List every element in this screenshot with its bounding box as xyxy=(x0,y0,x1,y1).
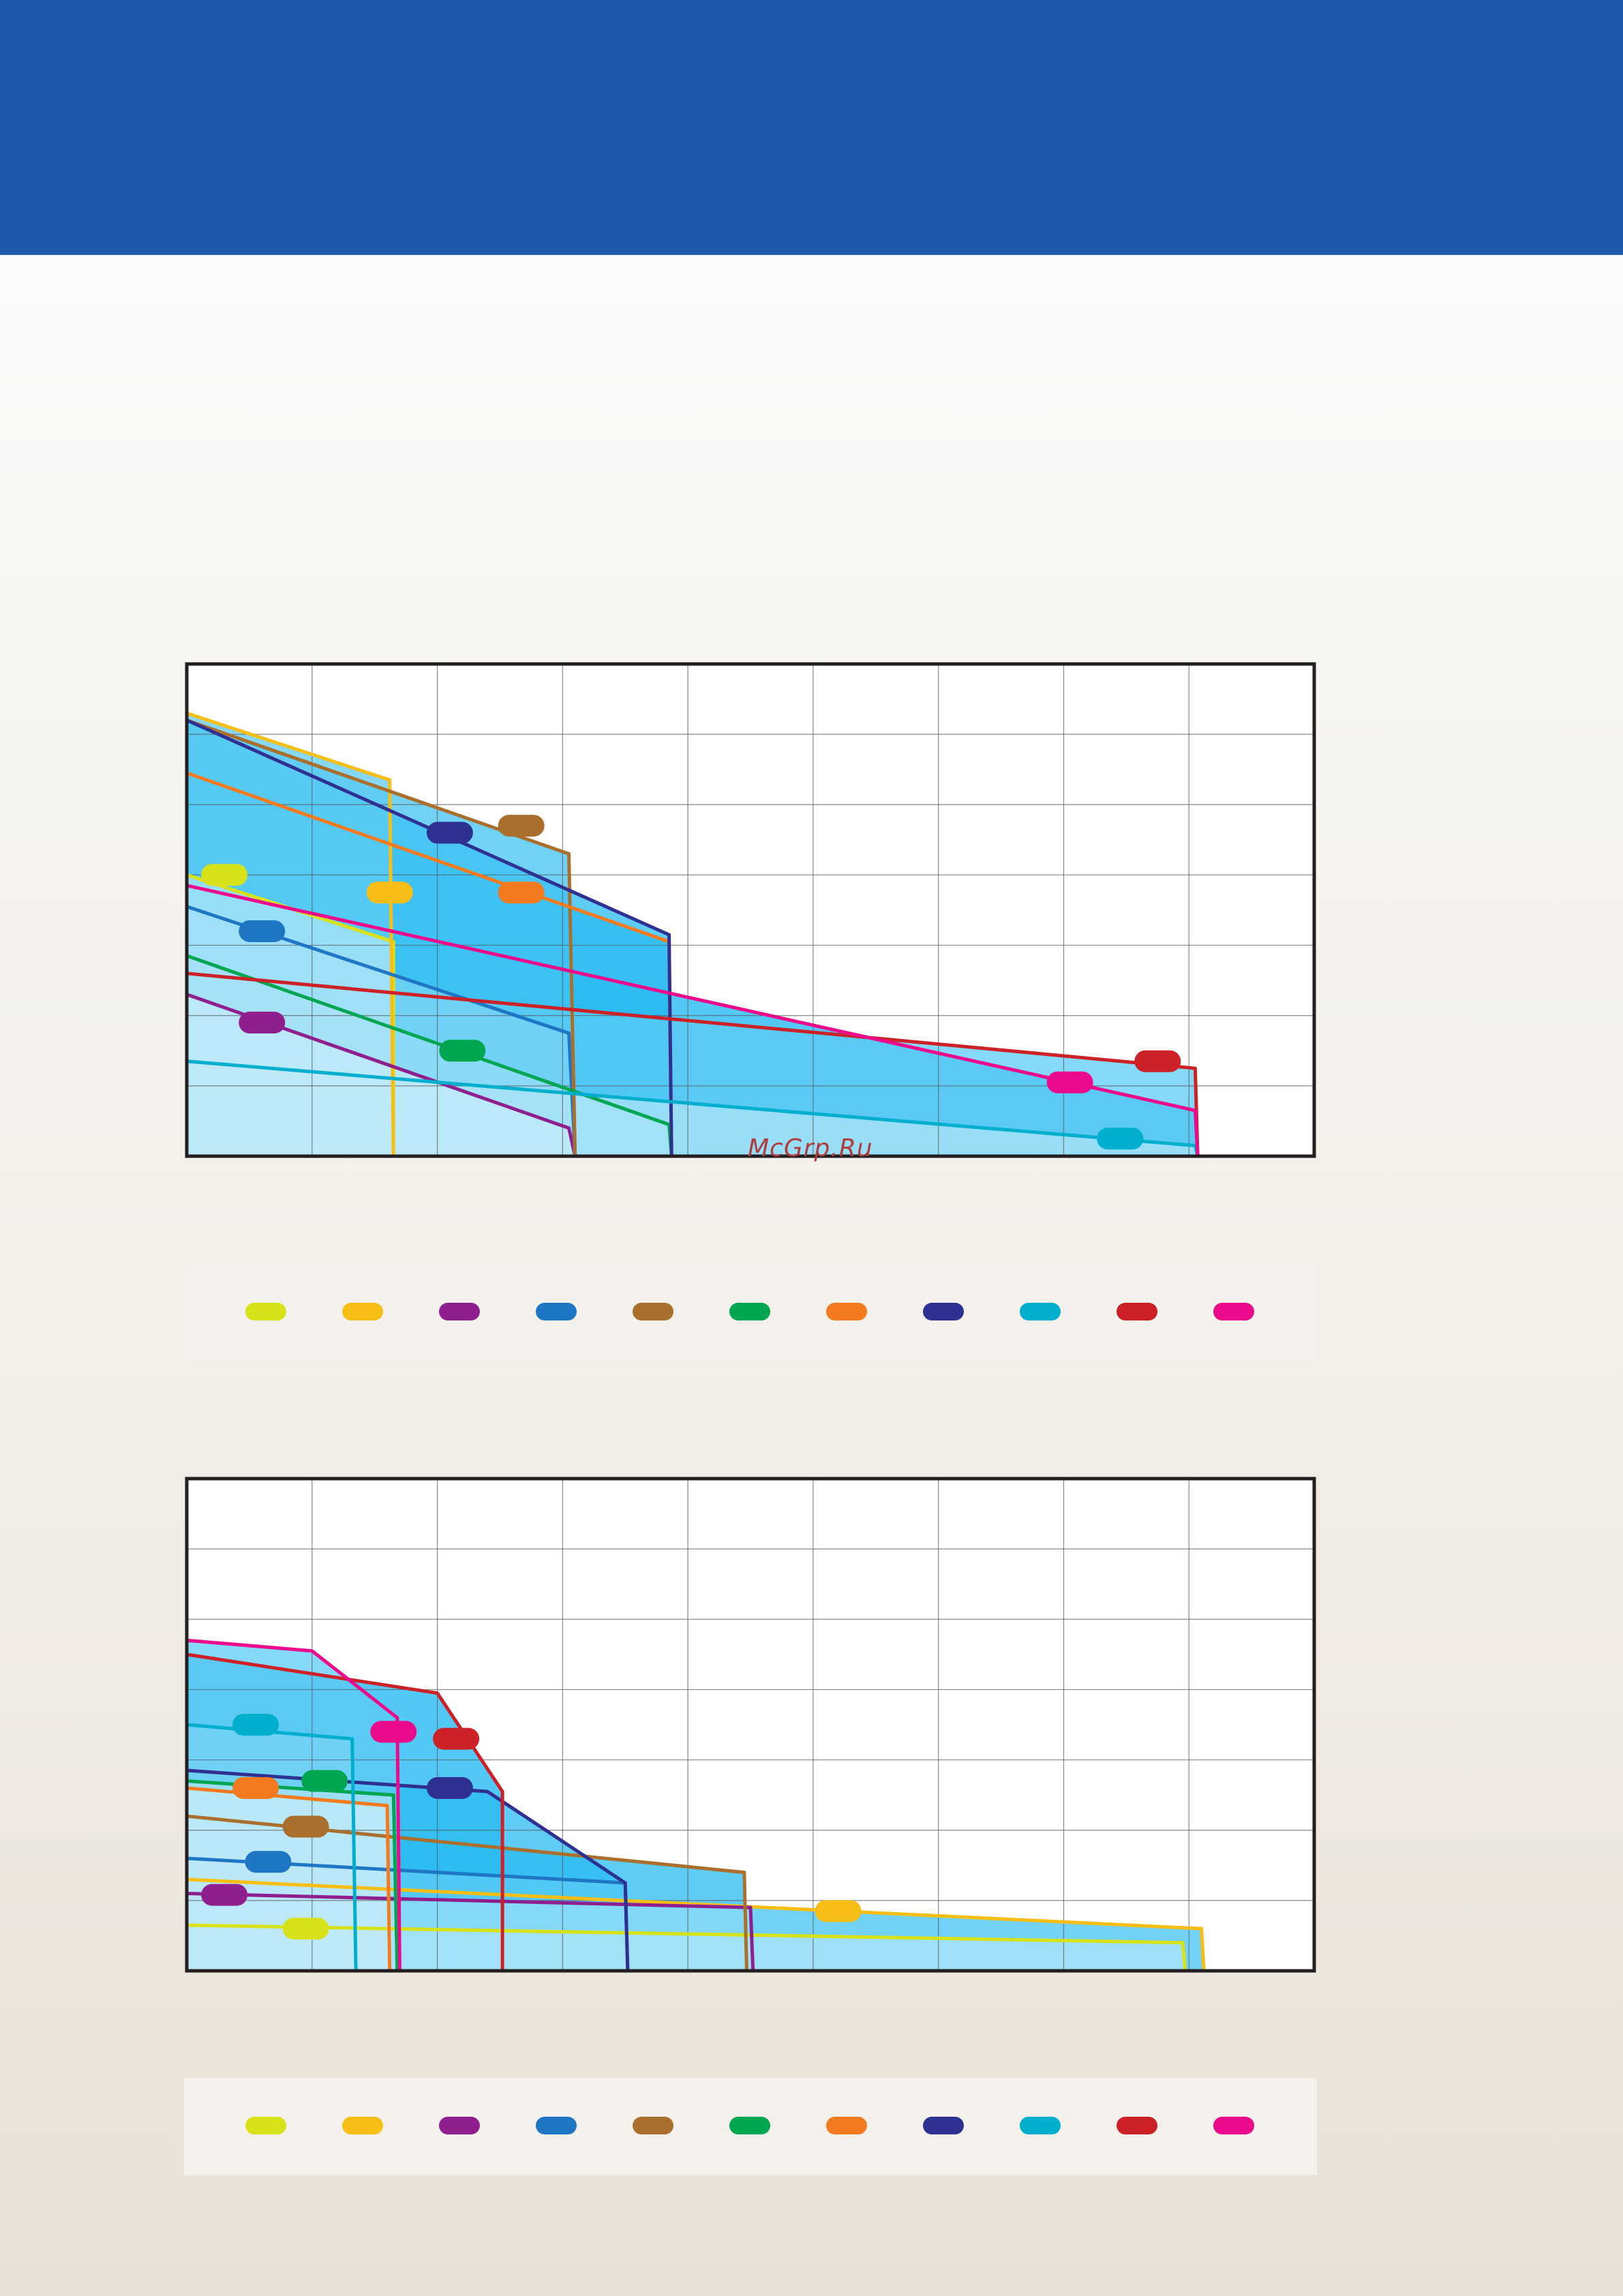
legend-swatch-gold xyxy=(342,2117,383,2134)
legend-swatch-brown xyxy=(633,2117,673,2134)
legend-swatch-cyan xyxy=(1020,1303,1061,1320)
chart-lower-line-yellow xyxy=(186,1923,1187,1972)
legend-swatch-orange xyxy=(826,1303,867,1320)
legend-swatch-green xyxy=(729,2117,770,2134)
chart-lower xyxy=(184,1476,1317,1974)
legend-swatch-red xyxy=(1117,2117,1157,2134)
legend-swatch-yellow xyxy=(245,2117,286,2134)
chart-lower-area-yellow xyxy=(187,1924,1185,1971)
chart-upper-marker-green xyxy=(439,1040,486,1062)
legend-swatch-magenta xyxy=(1213,1303,1254,1320)
chart-lower-marker-brown xyxy=(282,1815,329,1838)
chart-upper-marker-magenta xyxy=(1046,1071,1093,1093)
chart-lower-frame xyxy=(185,1477,1316,1973)
chart-upper xyxy=(184,661,1317,1159)
chart-upper-marker-blue xyxy=(239,920,286,942)
chart-lower-marker-navy xyxy=(426,1777,473,1799)
legend-swatch-purple xyxy=(439,2117,480,2134)
chart-upper-line-gold xyxy=(186,711,395,1157)
chart-lower-marker-cyan xyxy=(232,1714,279,1736)
chart-upper-marker-navy xyxy=(426,821,473,844)
chart-lower-marker-yellow xyxy=(282,1918,329,1940)
chart-upper-marker-purple xyxy=(239,1012,286,1034)
legend-swatch-red xyxy=(1117,1303,1157,1320)
legend-swatch-navy xyxy=(923,1303,964,1320)
legend-swatch-magenta xyxy=(1213,2117,1254,2134)
chart-upper-line-brown xyxy=(186,719,577,1157)
chart-lower-marker-magenta xyxy=(370,1721,417,1743)
chart-lower-line-brown xyxy=(186,1814,748,1972)
legend-swatch-navy xyxy=(923,2117,964,2134)
chart-lower-marker-red xyxy=(433,1727,480,1750)
legend-swatch-purple xyxy=(439,1303,480,1320)
chart-lower-marker-orange xyxy=(232,1777,279,1799)
header-band xyxy=(0,0,1623,255)
chart-upper-marker-orange xyxy=(498,881,545,904)
legend-swatch-blue xyxy=(536,2117,577,2134)
legend-lower xyxy=(184,2078,1317,2175)
chart-lower-marker-green xyxy=(301,1770,348,1792)
chart-upper-frame xyxy=(185,662,1316,1158)
chart-upper-line-magenta xyxy=(186,883,1200,1157)
chart-lower-line-purple xyxy=(186,1892,755,1972)
legend-swatch-yellow xyxy=(245,1303,286,1320)
legend-swatch-cyan xyxy=(1020,2117,1061,2134)
chart-lower-marker-gold xyxy=(815,1900,862,1922)
chart-upper-marker-brown xyxy=(498,815,545,837)
chart-lower-line-gold xyxy=(186,1877,1206,1972)
chart-upper-marker-yellow xyxy=(201,864,248,886)
legend-swatch-orange xyxy=(826,2117,867,2134)
watermark-text: McGrp.Ru xyxy=(748,1134,873,1162)
legend-upper xyxy=(184,1264,1317,1361)
chart-upper-marker-gold xyxy=(366,881,413,904)
legend-swatch-green xyxy=(729,1303,770,1320)
legend-swatch-gold xyxy=(342,1303,383,1320)
legend-swatch-blue xyxy=(536,1303,577,1320)
chart-lower-marker-blue xyxy=(245,1851,292,1873)
chart-lower-svg xyxy=(185,1477,1316,1973)
legend-swatch-brown xyxy=(633,1303,673,1320)
chart-upper-marker-red xyxy=(1134,1050,1181,1072)
chart-upper-line-navy xyxy=(185,719,673,1157)
chart-lower-marker-purple xyxy=(201,1884,248,1906)
chart-upper-svg xyxy=(185,662,1316,1158)
chart-upper-area-purple xyxy=(187,994,575,1156)
chart-lower-line-magenta xyxy=(186,1638,401,1972)
chart-upper-marker-cyan xyxy=(1097,1128,1144,1150)
